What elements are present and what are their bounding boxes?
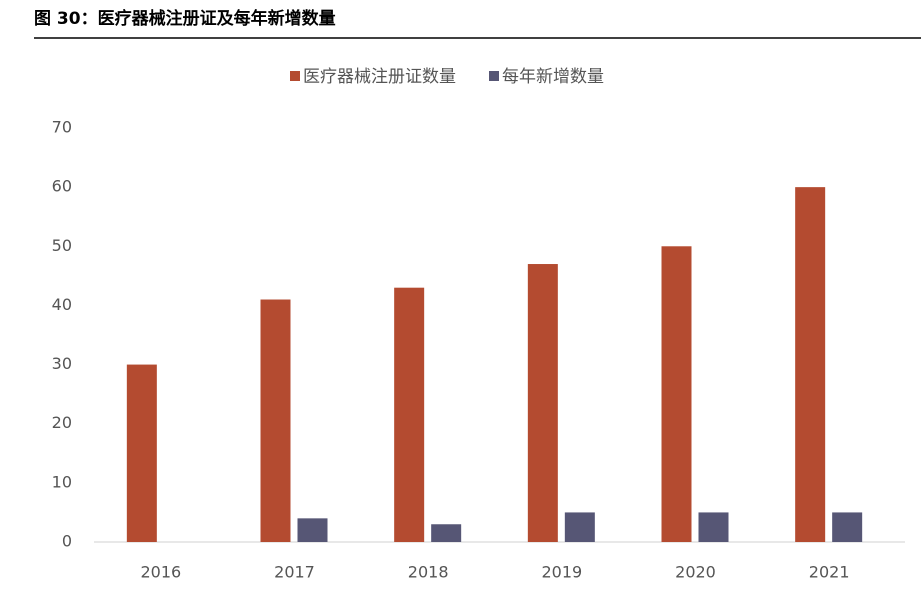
x-tick-label: 2021	[809, 563, 850, 582]
legend-swatch	[489, 71, 499, 81]
bar	[431, 524, 462, 542]
y-tick-label: 10	[52, 472, 72, 491]
legend-label: 医疗器械注册证数量	[303, 67, 456, 87]
bar	[527, 264, 558, 542]
bar	[126, 364, 157, 542]
chart-title: 图 30：医疗器械注册证及每年新增数量	[34, 8, 336, 29]
x-tick-label: 2016	[140, 563, 181, 582]
y-tick-label: 20	[52, 413, 72, 432]
bar	[832, 512, 863, 542]
x-tick-label: 2018	[408, 563, 449, 582]
y-tick-label: 0	[62, 532, 72, 551]
legend-swatch	[290, 71, 300, 81]
y-tick-label: 30	[52, 354, 72, 373]
bar	[394, 287, 425, 542]
x-tick-label: 2020	[675, 563, 716, 582]
bar	[260, 299, 291, 542]
bar	[795, 187, 826, 542]
y-tick-label: 50	[52, 236, 72, 255]
bar	[661, 246, 692, 543]
y-tick-label: 70	[52, 118, 72, 137]
y-tick-label: 40	[52, 295, 72, 314]
y-tick-label: 60	[52, 177, 72, 196]
bar	[564, 512, 595, 542]
bar	[698, 512, 729, 542]
x-tick-label: 2019	[541, 563, 582, 582]
x-tick-label: 2017	[274, 563, 315, 582]
bar	[297, 518, 328, 542]
legend-label: 每年新增数量	[502, 67, 604, 87]
